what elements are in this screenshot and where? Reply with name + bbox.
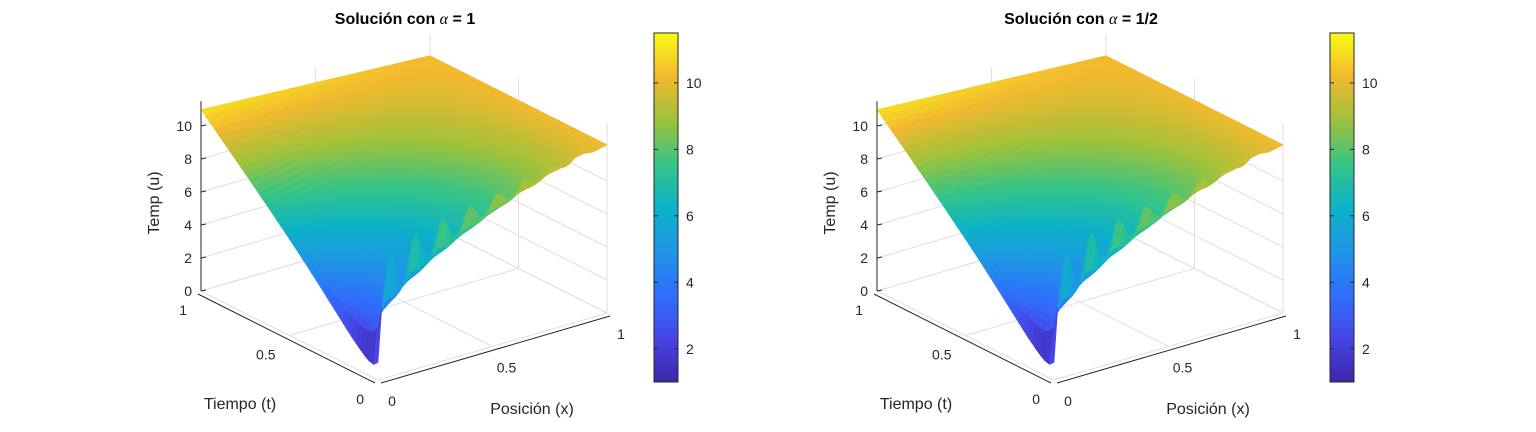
z-tick-label: 10: [176, 118, 192, 134]
z-tick-label: 8: [860, 151, 868, 167]
z-tick: [876, 256, 883, 259]
surface-mesh: [200, 55, 608, 365]
colorbar-tick-label: 4: [686, 274, 694, 290]
t-tick-label: 1: [179, 302, 187, 318]
x-tick-labels: 00.51: [388, 326, 625, 409]
z-axis-label: Temp (u): [822, 171, 839, 234]
y-tick-labels: 00.51: [179, 302, 364, 407]
colorbar-tick-label: 10: [1362, 75, 1378, 91]
y-axis-label: Tiempo (t): [204, 396, 276, 413]
colorbar-tick-label: 2: [1362, 341, 1370, 357]
z-tick: [876, 124, 883, 127]
x-axis-label: Posición (x): [1166, 401, 1250, 418]
axes-lines: [873, 101, 1287, 384]
x-axis-label: Posición (x): [490, 401, 574, 418]
alpha-symbol: α: [1109, 11, 1118, 28]
colorbar-tick-label: 4: [1362, 274, 1370, 290]
t-floor-gridline: [289, 268, 519, 336]
surface-mesh: [876, 55, 1284, 365]
z-tick: [200, 256, 207, 259]
t-axis-line: [197, 293, 376, 384]
x-tick-label: 0: [1064, 393, 1072, 409]
surface-plot-alpha-1: Solución con α = 1 Temp (u) Tiempo (t) P…: [146, 11, 702, 418]
z-tick: [876, 289, 883, 292]
surface-plot-alpha-half: Solución con α = 1/2 Temp (u) Tiempo (t)…: [822, 11, 1378, 418]
colorbar-gradient: [1329, 32, 1355, 383]
chart-title: Solución con α = 1: [335, 11, 476, 28]
x-tick-labels: 00.51: [1064, 326, 1301, 409]
chart-title: Solución con α = 1/2: [1004, 11, 1158, 28]
x-tick-label: 0.5: [497, 360, 517, 376]
t-tick-label: 0.5: [256, 347, 276, 363]
z-tick-label: 0: [184, 283, 192, 299]
t-tick-label: 0: [356, 391, 364, 407]
colorbar-tick-label: 8: [1362, 141, 1370, 157]
z-tick: [876, 157, 883, 160]
z-axis-label: Temp (u): [146, 171, 163, 234]
z-tick-label: 0: [860, 283, 868, 299]
colorbar-tick-label: 2: [686, 341, 694, 357]
z-tick: [200, 124, 207, 127]
colorbar-ticks: 2 4 6 8 10: [1330, 75, 1378, 357]
z-tick-label: 6: [184, 184, 192, 200]
colorbar-ticks: 2 4 6 8 10: [654, 75, 702, 357]
z-tick-labels: 0 2 4 6 8 10: [176, 118, 192, 299]
axes-lines: [197, 101, 611, 384]
x-tick-label: 1: [617, 326, 625, 342]
colorbar-tick-label: 6: [1362, 208, 1370, 224]
x-floor-gridline: [1105, 223, 1284, 314]
z-tick-label: 6: [860, 184, 868, 200]
z-tick: [200, 223, 207, 226]
z-tick-label: 10: [852, 118, 868, 134]
z-tick-label: 4: [860, 217, 868, 233]
t-floor-gridline: [965, 268, 1195, 336]
colorbar-tick-label: 8: [686, 141, 694, 157]
y-tick-labels: 00.51: [855, 302, 1040, 407]
x-axis-line: [380, 315, 611, 384]
x-tick-label: 0.5: [1173, 360, 1193, 376]
z-tick: [200, 157, 207, 160]
colorbar-tick-label: 10: [686, 75, 702, 91]
z-tick-labels: 0 2 4 6 8 10: [852, 118, 868, 299]
alpha-symbol: α: [440, 11, 449, 28]
z-tick: [876, 223, 883, 226]
z-tick-label: 2: [184, 250, 192, 266]
z-tick-label: 2: [860, 250, 868, 266]
z-tick: [876, 190, 883, 193]
z-tick-label: 8: [184, 151, 192, 167]
colorbar-tick-label: 6: [686, 208, 694, 224]
t-tick-label: 0: [1032, 391, 1040, 407]
surface-patch: [373, 307, 383, 365]
t-tick-label: 0.5: [932, 347, 952, 363]
x-floor-gridline: [429, 223, 608, 314]
colorbar-gradient: [653, 32, 679, 383]
colorbar: 2 4 6 8 10: [1329, 32, 1378, 383]
y-axis-label: Tiempo (t): [880, 396, 952, 413]
surface-patch: [1049, 307, 1059, 365]
x-tick-label: 0: [388, 393, 396, 409]
t-axis-line: [873, 293, 1052, 384]
x-tick-label: 1: [1293, 326, 1301, 342]
z-tick-label: 4: [184, 217, 192, 233]
colorbar: 2 4 6 8 10: [653, 32, 702, 383]
x-axis-line: [1056, 315, 1287, 384]
z-tick: [200, 289, 207, 292]
z-tick: [200, 190, 207, 193]
t-tick-label: 1: [855, 302, 863, 318]
